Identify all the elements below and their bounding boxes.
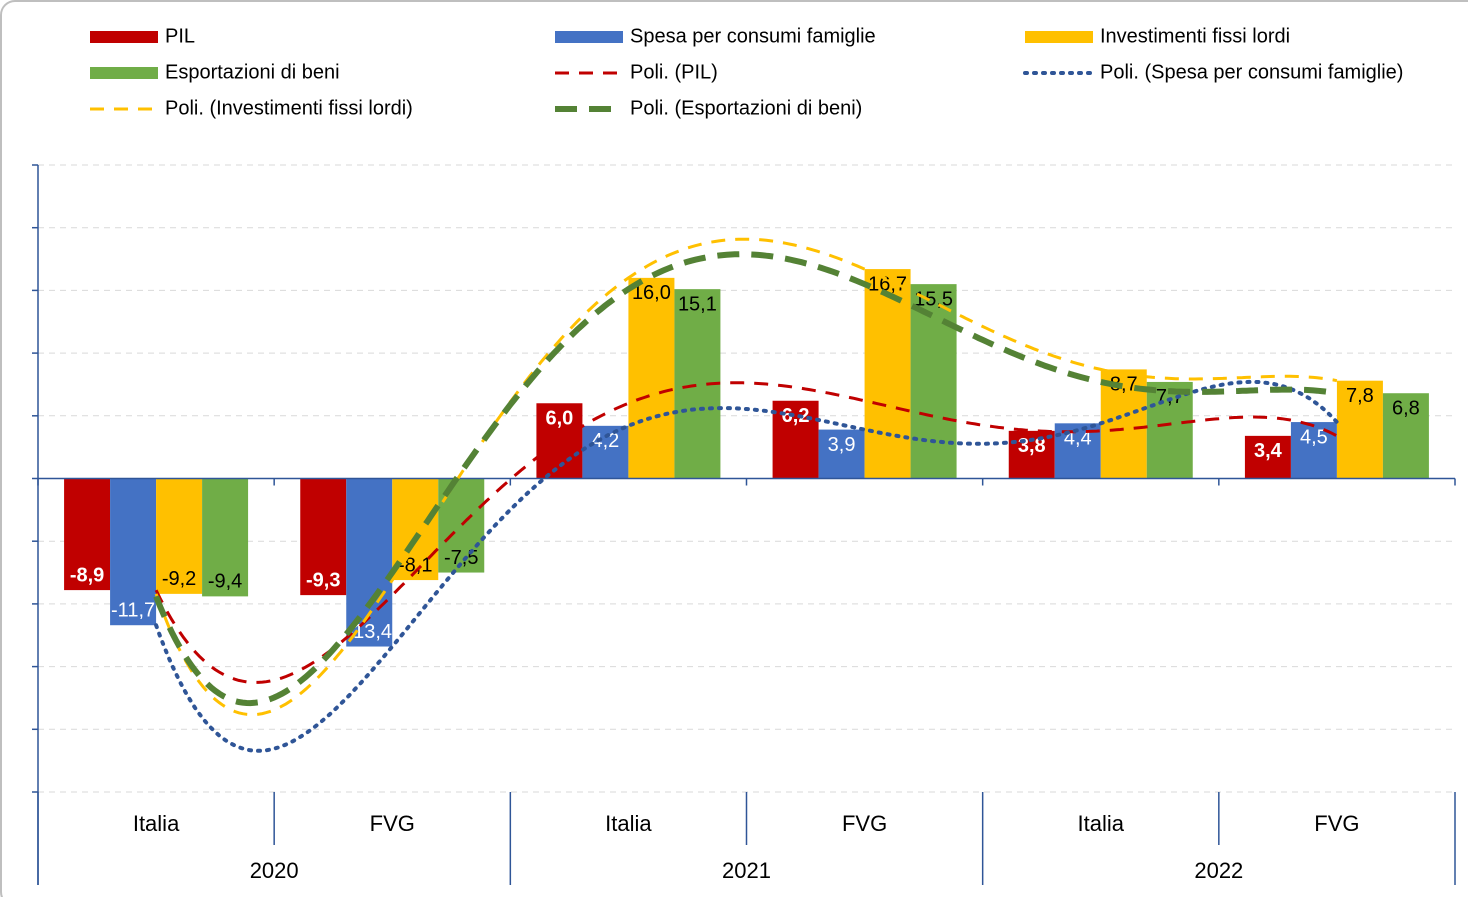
bar: [1244, 435, 1291, 479]
bar: [628, 277, 675, 479]
value-label: 16,7: [868, 273, 907, 295]
trendline: [153, 251, 1338, 707]
x-tick-label: Italia: [133, 811, 180, 836]
bar: [110, 478, 157, 626]
group-label: 2021: [722, 858, 771, 883]
legend-label: Poli. (PIL): [630, 61, 718, 83]
value-label: 3,4: [1254, 440, 1283, 462]
bar: [910, 284, 957, 479]
value-label: 4,5: [1300, 426, 1328, 448]
legend-swatch: [555, 31, 623, 43]
value-label: 6,0: [546, 408, 574, 430]
value-label: 6,2: [782, 405, 810, 427]
legend-label: Investimenti fissi lordi: [1100, 25, 1290, 47]
legend-label: PIL: [165, 25, 195, 47]
value-label: 8,7: [1110, 374, 1138, 396]
value-label: 3,9: [828, 434, 856, 456]
x-tick-label: FVG: [370, 811, 415, 836]
bar: [156, 478, 203, 594]
legend-swatch: [90, 31, 158, 43]
value-label: 15,5: [914, 288, 953, 310]
bar: [1382, 393, 1429, 479]
bar: [1336, 380, 1383, 479]
value-label: -11,7: [111, 599, 155, 621]
legend-swatch: [1025, 31, 1093, 43]
x-tick-label: FVG: [842, 811, 887, 836]
trendline: [154, 381, 1338, 684]
value-label: -9,3: [306, 569, 340, 591]
bar: [818, 429, 865, 479]
legend-label: Spesa per consumi famiglie: [630, 25, 876, 47]
x-tick-label: Italia: [605, 811, 652, 836]
value-label: 6,8: [1392, 398, 1420, 420]
x-tick-label: FVG: [1314, 811, 1359, 836]
value-label: 4,2: [592, 430, 620, 452]
value-label: -9,4: [208, 571, 242, 593]
bar: [202, 478, 249, 597]
trendline: [154, 237, 1338, 717]
legend-label: Esportazioni di beni: [165, 61, 340, 83]
legend-label: Poli. (Spesa per consumi famiglie): [1100, 61, 1403, 83]
bar: [300, 478, 347, 596]
x-tick-label: Italia: [1078, 811, 1125, 836]
trendline: [154, 379, 1339, 753]
value-label: 16,0: [632, 282, 671, 304]
group-label: 2020: [250, 858, 299, 883]
bar: [64, 478, 111, 591]
legend-label: Poli. (Investimenti fissi lordi): [165, 97, 413, 119]
legend-label: Poli. (Esportazioni di beni): [630, 97, 862, 119]
value-label: -9,2: [162, 568, 196, 590]
value-label: -8,9: [70, 564, 104, 586]
legend-swatch: [90, 67, 158, 79]
value-label: 7,8: [1346, 385, 1374, 407]
bar: [864, 269, 911, 479]
value-label: 15,1: [678, 293, 717, 315]
group-label: 2022: [1194, 858, 1243, 883]
value-label: -13,4: [346, 621, 392, 643]
